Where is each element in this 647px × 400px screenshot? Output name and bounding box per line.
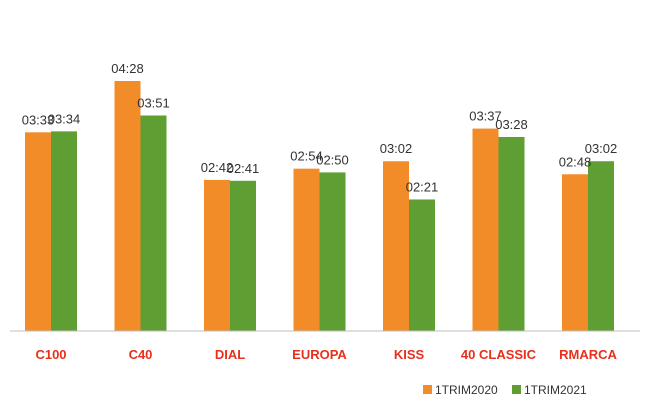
data-label: 02:21: [406, 179, 439, 194]
category-label: RMARCA: [559, 347, 617, 362]
bar-europa-1trim2020: [293, 168, 320, 331]
data-label: 03:33: [22, 112, 55, 127]
category-label: 40 CLASSIC: [461, 347, 537, 362]
bar-kiss-1trim2021: [409, 199, 435, 331]
category-label: DIAL: [215, 347, 245, 362]
bar-dial-1trim2020: [204, 179, 230, 331]
bar-c40-1trim2020: [114, 81, 141, 331]
bar-40-classic-1trim2021: [498, 136, 525, 331]
bar-kiss-1trim2020: [383, 161, 409, 331]
bar-c40-1trim2021: [140, 115, 167, 331]
data-label: 03:28: [495, 117, 528, 132]
data-label: 04:28: [111, 61, 144, 76]
category-label: C40: [129, 347, 153, 362]
category-label: KISS: [394, 347, 425, 362]
legend-label: 1TRIM2020: [435, 383, 498, 397]
category-label: EUROPA: [292, 347, 347, 362]
data-label: 02:48: [559, 154, 592, 169]
bar-c100-1trim2020: [25, 132, 51, 331]
data-label: 02:41: [227, 161, 260, 176]
bar-dial-1trim2021: [230, 180, 256, 331]
legend-label: 1TRIM2021: [524, 383, 587, 397]
data-label: 03:34: [48, 111, 81, 126]
bar-c100-1trim2021: [51, 131, 77, 331]
data-label: 03:37: [469, 109, 502, 124]
bar-40-classic-1trim2020: [472, 128, 499, 331]
data-label: 02:50: [316, 152, 349, 167]
category-label: C100: [35, 347, 66, 362]
data-label: 03:02: [380, 141, 413, 156]
data-label: 02:54: [290, 149, 323, 164]
data-label: 03:51: [137, 96, 170, 111]
legend-swatch-1trim2020: [423, 385, 432, 394]
bar-europa-1trim2021: [319, 172, 346, 331]
bar-rmarca-1trim2021: [588, 161, 614, 331]
legend: 1TRIM2020 1TRIM2021: [423, 383, 587, 397]
data-label: 03:02: [585, 141, 618, 156]
legend-swatch-1trim2021: [512, 385, 521, 394]
bar-rmarca-1trim2020: [562, 174, 588, 331]
data-label: 02:42: [201, 160, 234, 175]
